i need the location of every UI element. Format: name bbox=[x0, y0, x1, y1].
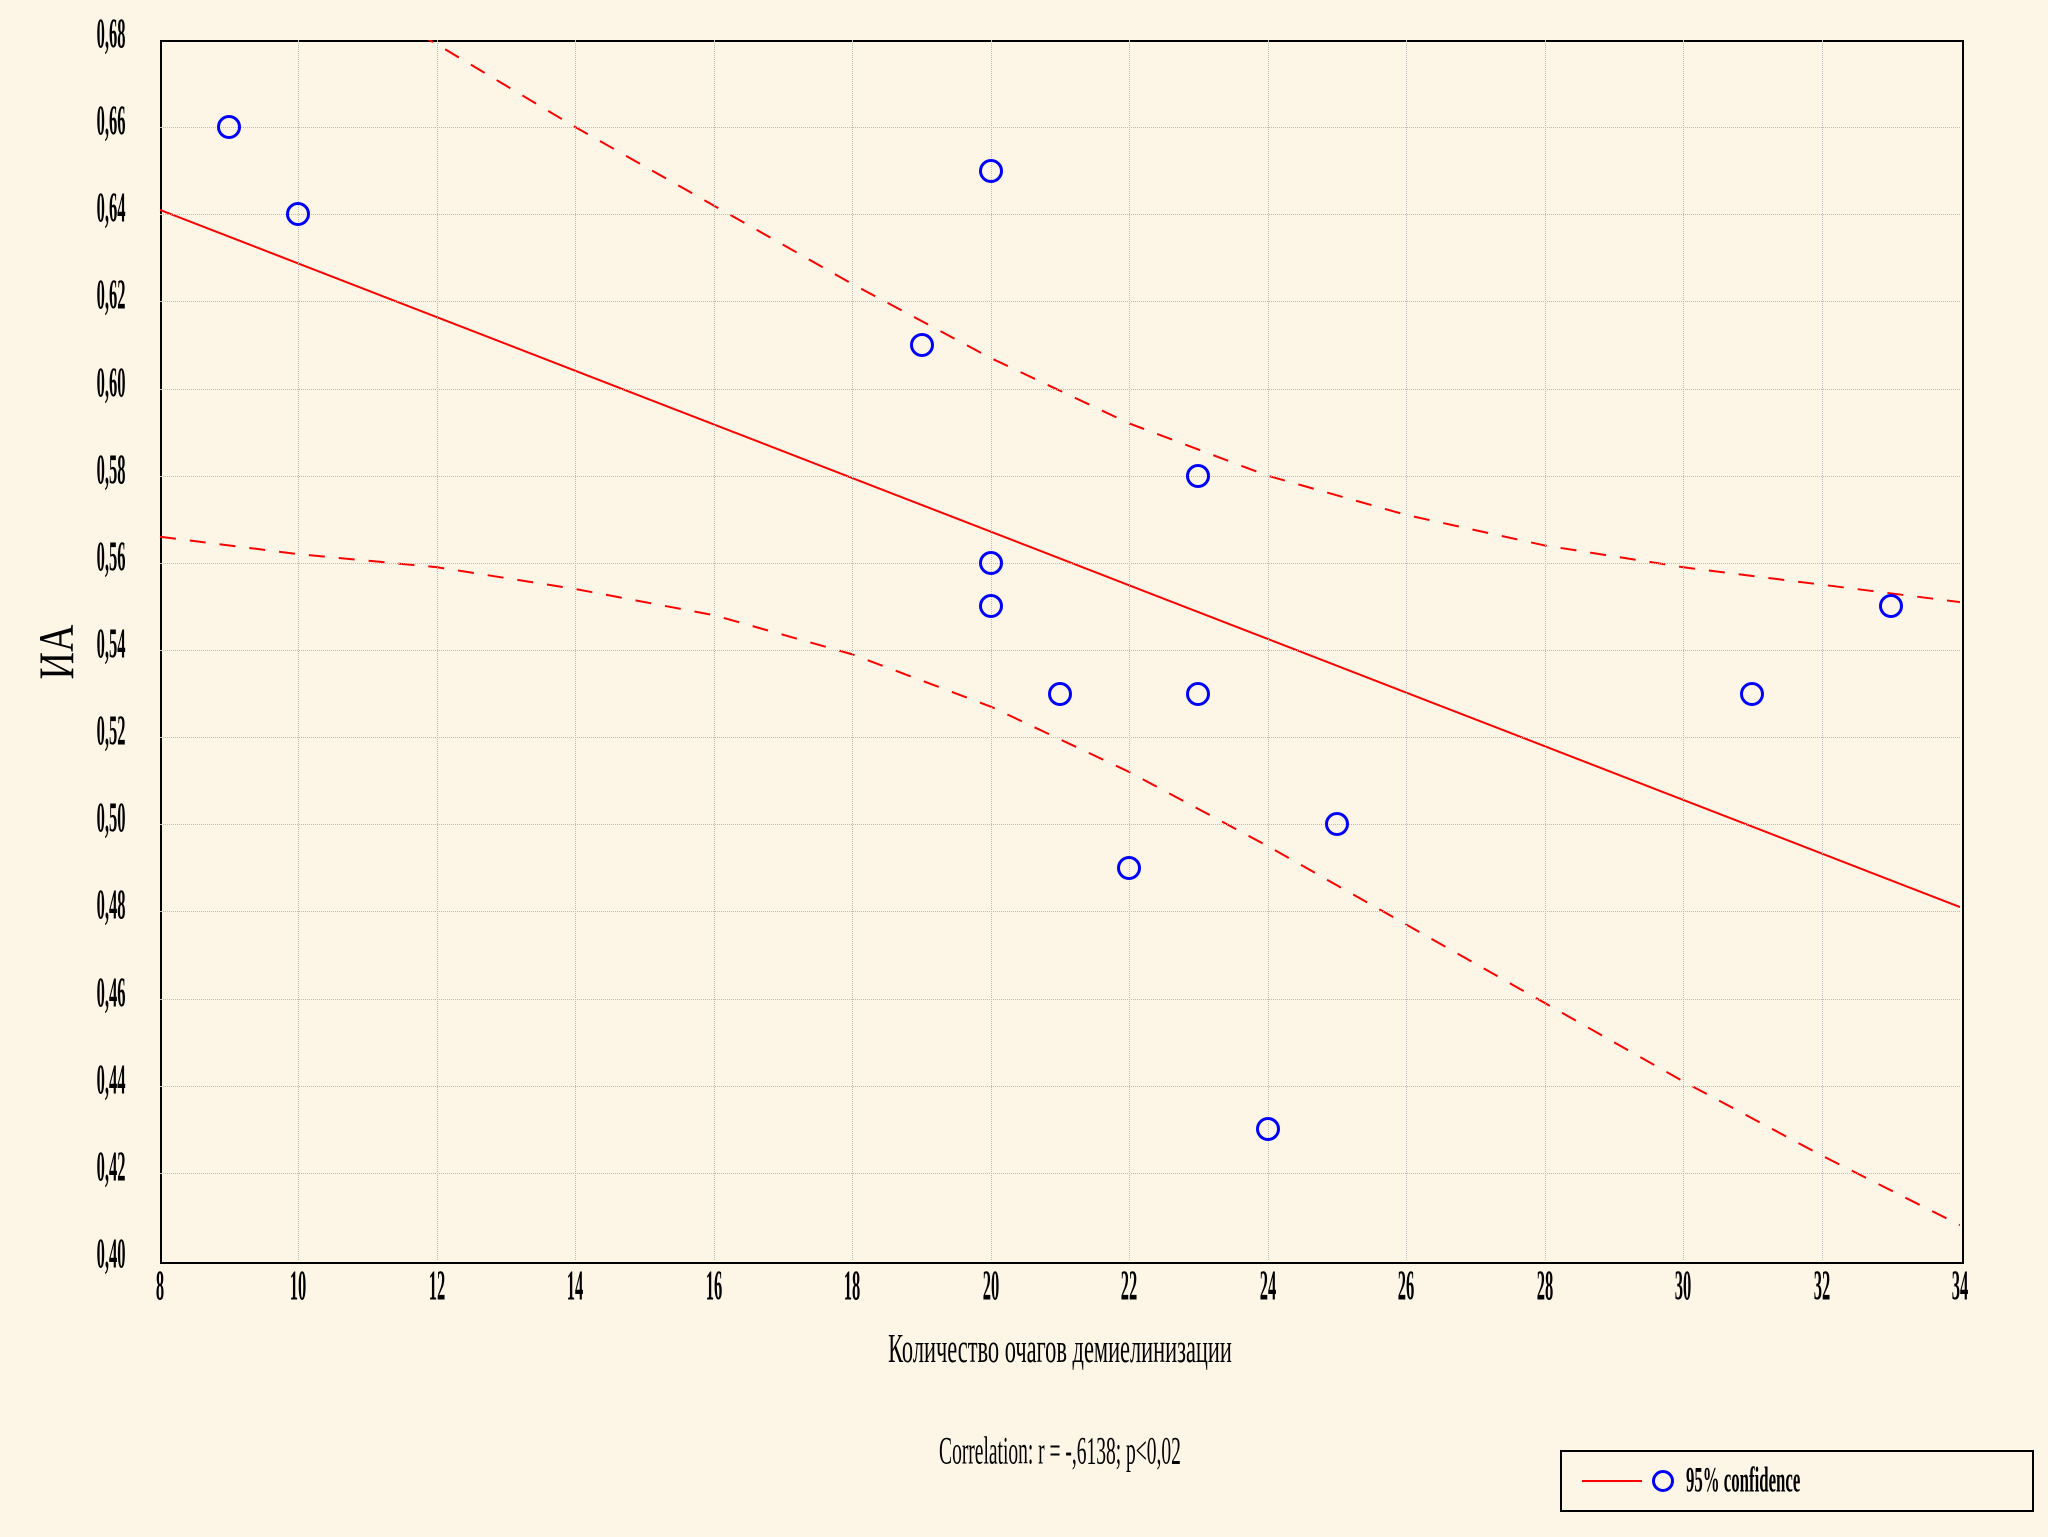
data-point bbox=[1325, 812, 1349, 836]
legend-label: 95% confidence bbox=[1686, 1460, 1800, 1502]
x-tick-label: 30 bbox=[1661, 1263, 1705, 1311]
y-tick-label: 0,68 bbox=[71, 11, 126, 59]
x-tick-label: 14 bbox=[553, 1263, 597, 1311]
gridline-horizontal bbox=[160, 1086, 1960, 1087]
y-tick-label: 0,62 bbox=[71, 273, 126, 321]
data-point bbox=[286, 202, 310, 226]
legend-marker-sample bbox=[1652, 1470, 1674, 1492]
y-tick-label: 0,48 bbox=[71, 883, 126, 931]
y-tick-label: 0,66 bbox=[71, 98, 126, 146]
y-tick-label: 0,54 bbox=[71, 621, 126, 669]
x-tick-label: 12 bbox=[415, 1263, 459, 1311]
y-tick-label: 0,40 bbox=[71, 1231, 126, 1279]
gridline-horizontal bbox=[160, 650, 1960, 651]
data-point bbox=[1186, 682, 1210, 706]
y-tick-label: 0,56 bbox=[71, 534, 126, 582]
data-point bbox=[1740, 682, 1764, 706]
gridline-horizontal bbox=[160, 127, 1960, 128]
x-tick-label: 34 bbox=[1938, 1263, 1982, 1311]
data-point bbox=[979, 551, 1003, 575]
x-tick-label: 10 bbox=[276, 1263, 320, 1311]
y-tick-label: 0,64 bbox=[71, 185, 126, 233]
gridline-horizontal bbox=[160, 563, 1960, 564]
gridline-horizontal bbox=[160, 999, 1960, 1000]
gridline-horizontal bbox=[160, 737, 1960, 738]
gridline-horizontal bbox=[160, 824, 1960, 825]
y-tick-label: 0,46 bbox=[71, 970, 126, 1018]
chart-subtitle: Correlation: r = -,6138; p<0,02 bbox=[898, 1430, 1223, 1474]
y-tick-label: 0,60 bbox=[71, 360, 126, 408]
x-axis-label: Количество очагов демиелинизации bbox=[885, 1324, 1235, 1372]
data-point bbox=[979, 159, 1003, 183]
data-point bbox=[979, 594, 1003, 618]
y-tick-label: 0,44 bbox=[71, 1057, 126, 1105]
x-tick-label: 22 bbox=[1107, 1263, 1151, 1311]
legend: 95% confidence bbox=[1560, 1450, 2034, 1512]
data-point bbox=[1879, 594, 1903, 618]
x-tick-label: 24 bbox=[1246, 1263, 1290, 1311]
gridline-horizontal bbox=[160, 214, 1960, 215]
gridline-horizontal bbox=[160, 911, 1960, 912]
data-point bbox=[1186, 464, 1210, 488]
y-tick-label: 0,52 bbox=[71, 708, 126, 756]
y-tick-label: 0,50 bbox=[71, 795, 126, 843]
gridline-horizontal bbox=[160, 389, 1960, 390]
plot-area bbox=[160, 40, 1964, 1264]
gridline-horizontal bbox=[160, 476, 1960, 477]
x-tick-label: 26 bbox=[1384, 1263, 1428, 1311]
legend-line-sample bbox=[1582, 1480, 1642, 1482]
gridline-horizontal bbox=[160, 1173, 1960, 1174]
x-tick-label: 20 bbox=[969, 1263, 1013, 1311]
x-tick-label: 8 bbox=[138, 1263, 182, 1311]
x-tick-label: 18 bbox=[830, 1263, 874, 1311]
y-tick-label: 0,42 bbox=[71, 1144, 126, 1192]
gridline-horizontal bbox=[160, 301, 1960, 302]
data-point bbox=[1256, 1117, 1280, 1141]
scatter-chart: ИА Количество очагов демиелинизации Corr… bbox=[0, 0, 2048, 1537]
y-tick-label: 0,58 bbox=[71, 447, 126, 495]
data-point bbox=[1048, 682, 1072, 706]
x-tick-label: 32 bbox=[1800, 1263, 1844, 1311]
x-tick-label: 28 bbox=[1523, 1263, 1567, 1311]
x-tick-label: 16 bbox=[692, 1263, 736, 1311]
data-point bbox=[217, 115, 241, 139]
data-point bbox=[910, 333, 934, 357]
data-point bbox=[1117, 856, 1141, 880]
